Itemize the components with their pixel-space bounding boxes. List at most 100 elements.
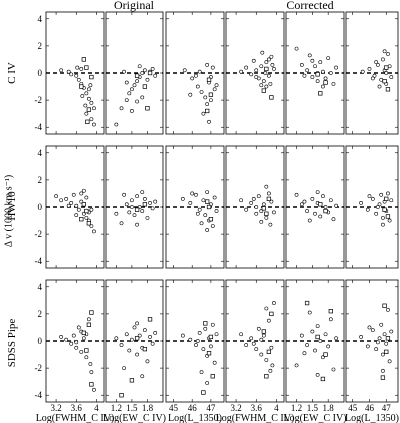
data-point-circle [195,211,200,216]
data-point-circle [194,73,198,78]
data-point-circle [148,201,152,205]
data-point-square [89,310,94,315]
data-point-circle [84,111,89,116]
data-point-circle [205,228,210,232]
data-point-circle [377,336,382,341]
data-point-circle [386,191,390,196]
data-point-square [385,336,391,341]
data-point-circle [205,381,210,385]
data-point-circle [79,191,84,196]
data-point-square [261,206,266,211]
data-point-circle [328,71,333,75]
data-point-square [81,202,86,207]
data-point-circle [323,76,328,81]
data-point-circle [153,73,158,78]
data-point-square [264,66,269,72]
data-point-circle [64,196,69,201]
data-point-circle [377,84,382,89]
data-point-circle [197,330,202,335]
data-point-circle [124,332,129,337]
row-label-sdss-pipe: SDSS Pipe [6,319,18,368]
data-point-circle [135,222,139,227]
data-point-circle [140,209,145,213]
data-point-circle [367,325,372,330]
data-point-circle [74,213,79,218]
data-point-circle [370,196,375,201]
data-point-circle [294,192,299,197]
data-point-circle [137,64,142,69]
data-point-circle [305,68,309,73]
data-point-square [264,374,269,379]
data-point-square [206,77,212,82]
data-point-circle [299,202,304,207]
data-point-circle [135,352,139,357]
data-point-circle [89,207,94,212]
data-point-circle [114,211,119,216]
data-point-circle [381,222,385,227]
data-point-circle [79,349,84,354]
data-point-circle [263,71,268,75]
data-point-square [318,91,323,96]
data-point-circle [59,198,64,203]
data-point-circle [212,360,217,365]
data-point-square [320,376,326,382]
data-point-circle [384,71,389,75]
data-point-circle [382,332,387,337]
x-tick-label: 1.8 [323,403,335,413]
x-tick-label: 3.6 [251,403,263,413]
data-point-circle [210,322,215,327]
data-point-circle [318,339,323,343]
data-point-circle [272,67,276,71]
data-point-square [205,199,210,204]
row-label-civ: C IV [6,62,18,84]
data-point-circle [80,94,85,98]
y-tick-label: -2 [35,95,43,105]
data-point-circle [84,91,89,96]
data-point-circle [92,387,96,392]
data-point-square [382,207,387,212]
data-point-circle [259,83,264,88]
data-point-circle [195,84,200,89]
data-point-circle [75,65,80,70]
data-point-circle [264,84,269,89]
x-axis-title: Log(FWHM_C IV) [216,413,295,423]
data-point-circle [299,333,304,338]
data-point-square [84,208,89,214]
labels-layer: Original Corrected C IV HW10 SDSS Pipe Δ… [4,0,334,367]
data-point-circle [135,99,139,104]
data-point-circle [203,213,208,218]
data-point-square [134,207,140,212]
data-point-circle [251,341,256,346]
data-point-circle [266,191,271,196]
row-label-hw10: HW10 [6,191,18,221]
data-point-square [201,390,206,395]
data-point-circle [266,318,271,323]
x-tick-label: 1.2 [111,403,122,413]
data-point-circle [315,79,320,84]
data-point-circle [209,344,213,349]
data-point-circle [313,348,317,353]
group-label-original: Original [114,0,155,12]
data-point-circle [180,333,185,338]
data-point-circle [328,317,333,322]
y-tick-label: 4 [38,14,43,24]
data-point-circle [199,221,204,226]
data-point-square [86,221,92,226]
data-point-circle [130,198,134,203]
data-point-circle [365,207,370,212]
data-point-circle [382,49,387,54]
data-point-circle [81,336,86,341]
data-point-square [84,348,89,353]
data-point-circle [197,207,202,212]
data-point-circle [86,317,91,322]
data-point-circle [249,201,254,205]
data-point-circle [321,194,325,199]
data-point-circle [194,343,198,347]
panel-r1-c5 [345,145,399,269]
data-point-circle [375,340,380,345]
data-point-square [210,374,215,379]
